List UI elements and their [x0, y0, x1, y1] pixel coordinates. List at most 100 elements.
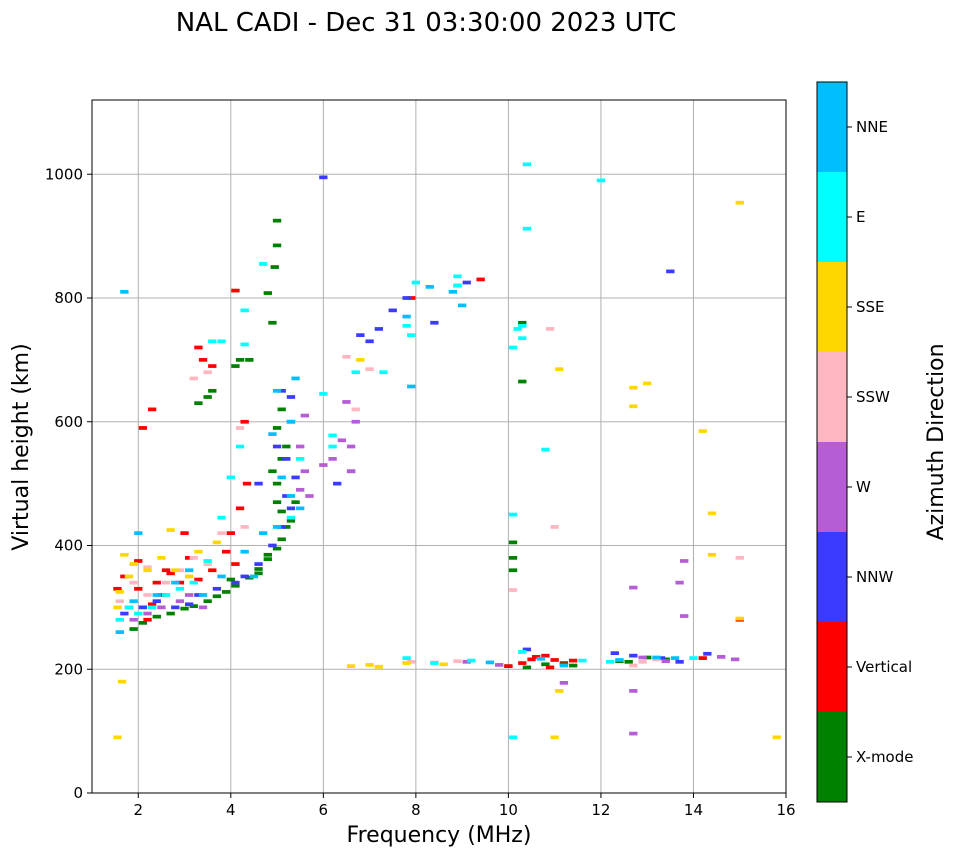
- echo-mark: [134, 531, 143, 535]
- echo-mark: [286, 395, 296, 399]
- echo-mark: [147, 602, 157, 607]
- echo-mark: [143, 565, 152, 570]
- echo-mark: [208, 388, 217, 393]
- echo-mark: [319, 463, 328, 467]
- echo-mark: [263, 552, 272, 557]
- echo-mark: [407, 384, 416, 389]
- echo-mark: [735, 556, 744, 560]
- colorbar-tick-label: X-mode: [856, 748, 913, 766]
- echo-mark: [259, 531, 268, 535]
- echo-mark: [147, 605, 157, 610]
- echo-mark: [166, 611, 175, 616]
- echo-mark: [518, 320, 527, 325]
- echo-mark: [467, 658, 476, 663]
- echo-mark: [286, 518, 296, 523]
- echo-mark: [638, 659, 647, 664]
- echo-mark: [296, 444, 305, 449]
- x-axis-ticks: 2 4 6 8 10 12 14 16: [133, 793, 796, 819]
- echo-mark: [184, 568, 194, 573]
- echo-mark: [291, 500, 300, 505]
- echo-mark: [222, 590, 231, 594]
- echo-mark: [180, 606, 189, 611]
- echo-mark: [120, 552, 129, 557]
- echo-mark: [263, 557, 272, 561]
- echo-mark: [175, 580, 185, 585]
- x-tick-label: 14: [684, 801, 703, 819]
- echo-mark: [226, 577, 235, 582]
- series-vertical: [113, 277, 744, 670]
- echo-mark: [272, 500, 282, 505]
- echo-mark: [518, 336, 527, 341]
- echo-mark: [189, 580, 198, 585]
- echo-mark: [184, 602, 194, 607]
- echo-mark: [286, 419, 296, 424]
- echo-mark: [402, 323, 411, 328]
- echo-mark: [277, 525, 286, 529]
- grid-lines: [92, 100, 786, 793]
- echo-mark: [157, 605, 166, 610]
- echo-mark: [286, 494, 296, 498]
- echo-mark: [272, 481, 282, 486]
- echo-mark: [638, 655, 647, 660]
- colorbar-swatch-sse: [817, 262, 847, 352]
- echo-mark: [365, 367, 374, 372]
- echo-mark: [522, 226, 532, 231]
- echo-mark: [235, 444, 245, 449]
- echo-mark: [374, 664, 384, 669]
- echo-mark: [430, 320, 439, 325]
- echo-mark: [508, 540, 518, 545]
- echo-mark: [217, 531, 226, 535]
- echo-mark: [171, 605, 180, 610]
- echo-mark: [115, 617, 124, 622]
- echo-mark: [189, 556, 198, 560]
- echo-mark: [319, 175, 328, 180]
- echo-mark: [624, 659, 633, 664]
- echo-mark: [643, 655, 652, 660]
- echo-mark: [157, 556, 166, 560]
- echo-mark: [305, 494, 314, 498]
- echo-mark: [194, 593, 203, 597]
- echo-mark: [365, 663, 374, 667]
- echo-mark: [208, 364, 217, 368]
- x-tick-label: 4: [226, 801, 236, 819]
- echo-mark: [113, 735, 122, 740]
- echo-mark: [115, 630, 124, 634]
- echo-mark: [286, 506, 296, 511]
- echo-mark: [194, 401, 203, 406]
- echo-mark: [120, 611, 129, 616]
- colorbar-swatch-x-mode: [817, 712, 847, 802]
- echo-mark: [351, 407, 360, 412]
- x-tick-label: 6: [319, 801, 329, 819]
- echo-mark: [545, 327, 555, 331]
- echo-mark: [138, 620, 148, 625]
- echo-mark: [675, 659, 684, 664]
- echo-mark: [707, 511, 717, 516]
- colorbar: X-mode Vertical NNW W SSW SSE E NNE: [816, 81, 913, 803]
- y-tick-label: 0: [73, 784, 83, 802]
- data-marks: [113, 162, 781, 740]
- echo-mark: [282, 444, 291, 449]
- echo-mark: [208, 568, 217, 573]
- echo-mark: [629, 731, 638, 736]
- echo-mark: [522, 665, 532, 670]
- echo-mark: [152, 580, 161, 585]
- echo-mark: [508, 512, 518, 517]
- echo-mark: [453, 659, 462, 664]
- echo-mark: [175, 599, 185, 604]
- echo-mark: [328, 444, 337, 449]
- series-sse: [113, 200, 781, 740]
- colorbar-tick-label: SSE: [856, 298, 885, 316]
- y-tick-label: 200: [54, 660, 83, 678]
- echo-mark: [282, 525, 291, 529]
- series-nne: [115, 285, 680, 668]
- echo-mark: [184, 556, 194, 560]
- echo-mark: [643, 381, 652, 386]
- echo-mark: [134, 611, 143, 616]
- echo-mark: [661, 659, 670, 664]
- echo-mark: [559, 663, 569, 668]
- colorbar-label: Azimuth Direction: [924, 343, 949, 540]
- echo-mark: [161, 580, 171, 585]
- echo-mark: [629, 385, 638, 390]
- colorbar-tick-label: W: [856, 478, 871, 496]
- echo-mark: [240, 574, 249, 579]
